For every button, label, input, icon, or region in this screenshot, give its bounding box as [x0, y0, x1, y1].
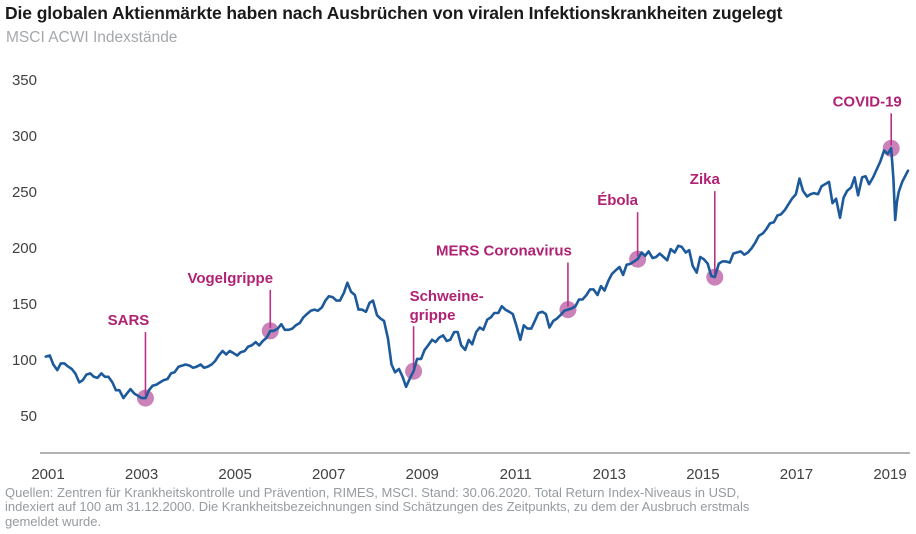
y-axis-label: 100	[12, 352, 37, 369]
x-axis-label: 2005	[218, 466, 251, 483]
page-subtitle: MSCI ACWI Indexstände	[6, 29, 178, 46]
event-label: Vogelgrippe	[187, 270, 273, 287]
event-label: grippe	[410, 307, 456, 324]
x-axis-label: 2017	[780, 466, 813, 483]
x-axis-label: 2011	[500, 466, 532, 483]
event-label: Ébola	[597, 192, 638, 209]
source-line: gemeldet wurde.	[5, 513, 102, 529]
x-axis-label: 2007	[312, 466, 345, 483]
x-axis-label: 2019	[873, 466, 906, 483]
y-axis-label: 50	[20, 408, 37, 425]
event-label: Zika	[690, 171, 721, 188]
source-note: Quellen: Zentren für Krankheitskontrolle…	[5, 485, 910, 529]
x-axis-label: 2009	[406, 466, 439, 483]
x-axis-label: 2003	[125, 466, 158, 483]
y-axis-label: 200	[12, 240, 37, 257]
event-label: MERS Coronavirus	[436, 243, 572, 260]
event-label: SARS	[108, 312, 150, 329]
y-axis-label: 350	[12, 72, 37, 89]
x-axis-label: 2013	[593, 466, 626, 483]
source-line: indexiert auf 100 am 31.12.2000. Die Kra…	[5, 499, 750, 515]
x-axis-label: 2001	[31, 466, 64, 483]
event-label: Schweine-	[410, 288, 484, 305]
source-line: Quellen: Zentren für Krankheitskontrolle…	[5, 485, 740, 500]
event-label: COVID-19	[833, 93, 902, 110]
y-axis-label: 300	[12, 128, 37, 145]
y-axis-label: 250	[12, 184, 37, 201]
y-axis-label: 150	[12, 296, 37, 313]
x-axis-label: 2015	[686, 466, 719, 483]
page-title: Die globalen Aktienmärkte haben nach Aus…	[5, 3, 783, 23]
index-line	[44, 147, 910, 400]
